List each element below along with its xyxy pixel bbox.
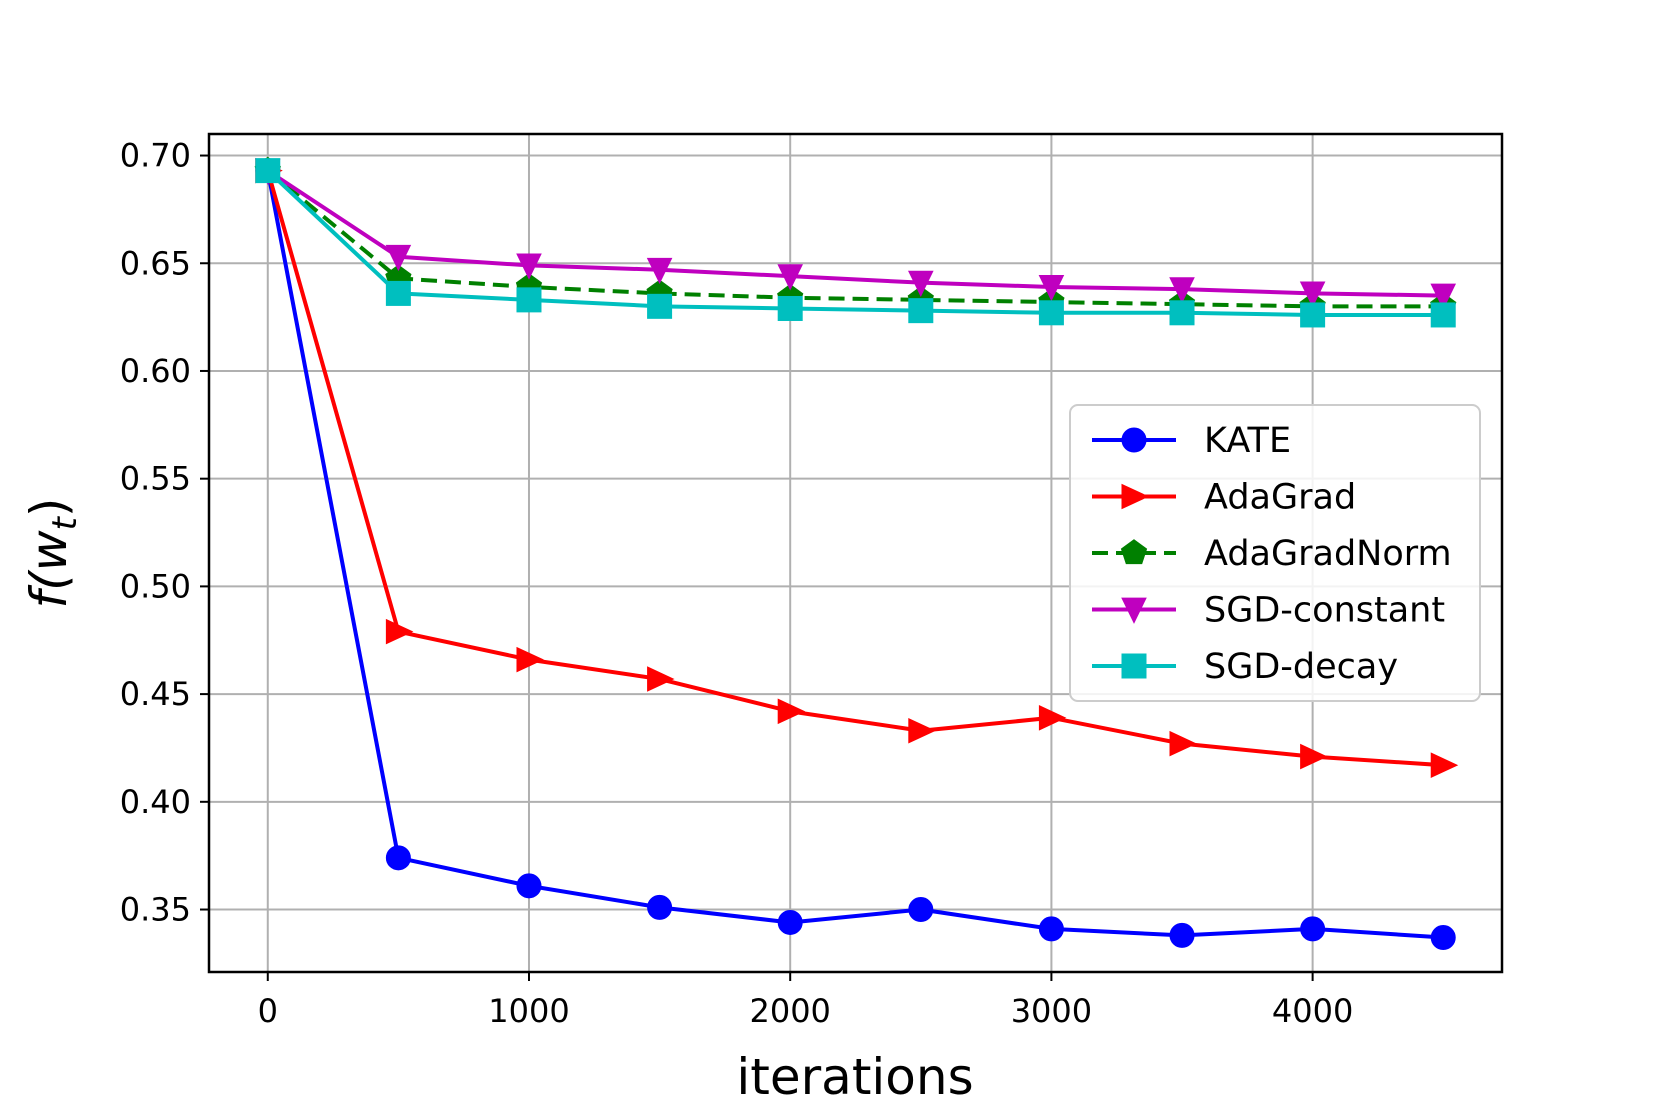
y-tick-label: 0.70 [120,137,191,175]
data-point-kate [1430,925,1456,951]
x-axis-ticks: 0 1000 2000 3000 4000 [258,972,1353,1030]
y-axis-label-subscript: t [45,515,85,530]
y-tick-label: 0.60 [120,352,191,390]
data-point-kate [516,873,542,899]
x-tick-label: 3000 [1011,992,1092,1030]
data-point-adagrad [516,646,544,673]
data-point-kate [1300,916,1326,942]
svg-text:f(wt): f(wt) [20,498,85,609]
legend: KATE AdaGrad AdaGradNorm SGD-constant SGD-de… [1069,404,1481,702]
data-point-kate [777,909,803,935]
legend-entry-adagradnorm: AdaGradNorm [1092,534,1452,574]
series-line-sgd-constant [266,168,1444,298]
data-point-sgd-decay [255,158,281,184]
data-point-sgd-decay [1300,302,1326,328]
legend-entry-kate: KATE [1092,421,1291,461]
series-line-sgd-decay [266,169,1444,317]
series-sgd-constant [254,158,1457,310]
legend-label: SGD-constant [1204,591,1445,631]
data-point-sgd-constant [1169,277,1195,304]
legend-marker [1121,653,1147,679]
data-point-adagrad [1169,730,1198,757]
data-point-sgd-decay [516,287,542,313]
legend-label: KATE [1204,421,1291,461]
data-point-kate [1169,922,1195,948]
legend-entry-adagrad: AdaGrad [1092,478,1356,518]
y-tick-label: 0.55 [120,460,191,498]
series-line-kate [265,170,1444,940]
legend-entry-sgd-decay: SGD-decay [1092,647,1398,687]
legend-label: SGD-decay [1204,647,1398,687]
legend-label: AdaGradNorm [1204,534,1452,574]
y-tick-label: 0.65 [120,244,191,282]
legend-marker [1121,597,1147,624]
data-point-adagrad [647,666,675,692]
data-point-sgd-constant [385,244,412,272]
data-point-sgd-constant [1299,281,1326,308]
series-kate [255,158,1456,951]
x-axis-label: iterations [736,1048,973,1106]
data-point-sgd-decay [1038,300,1064,326]
data-point-adagrad [1430,752,1459,778]
legend-label: AdaGrad [1204,478,1356,518]
legend-marker [1120,539,1148,565]
series-sgd-decay [255,158,1456,328]
y-tick-label: 0.50 [120,567,191,605]
data-point-sgd-decay [1169,300,1195,326]
y-axis-ticks: 0.35 0.40 0.45 0.50 0.55 0.60 0.65 0.70 [120,137,209,929]
data-point-sgd-constant [777,264,803,291]
data-point-kate [647,894,673,920]
data-point-sgd-constant [1430,283,1457,310]
data-point-adagrad [1038,705,1067,731]
x-tick-label: 4000 [1272,992,1353,1030]
data-point-sgd-constant [1038,275,1065,302]
legend-marker [1121,427,1147,453]
data-point-kate [385,845,411,871]
data-point-adagrad [777,698,806,725]
data-point-sgd-constant [646,257,673,285]
series-line-adagradnorm [266,169,1444,309]
y-tick-label: 0.35 [120,891,191,929]
data-point-sgd-decay [777,295,803,321]
y-tick-label: 0.40 [120,783,191,821]
data-point-adagrad [385,618,414,645]
series-line-adagrad [265,170,1444,768]
data-point-kate [908,897,934,923]
data-point-sgd-constant [908,270,934,297]
data-point-kate [1038,916,1064,942]
series-group [254,156,1459,951]
x-tick-label: 1000 [488,992,569,1030]
y-axis-label-base: f(w [20,530,78,608]
x-tick-label: 2000 [749,992,830,1030]
plot-area-frame [207,132,1504,974]
legend-entry-sgd-constant: SGD-constant [1092,591,1445,631]
legend-box [1069,404,1481,702]
data-point-adagrad [1300,743,1328,770]
data-point-sgd-decay [385,280,411,306]
data-point-sgd-decay [908,298,934,324]
data-point-adagrad [908,717,936,744]
data-point-sgd-constant [516,253,542,280]
data-point-sgd-decay [647,293,673,319]
legend-marker [1121,483,1149,510]
y-axis-label-close: ) [20,498,78,518]
x-tick-label: 0 [258,992,278,1030]
y-axis-label: f(wt) [20,498,85,609]
data-point-sgd-decay [1430,302,1456,328]
y-tick-label: 0.45 [120,675,191,713]
